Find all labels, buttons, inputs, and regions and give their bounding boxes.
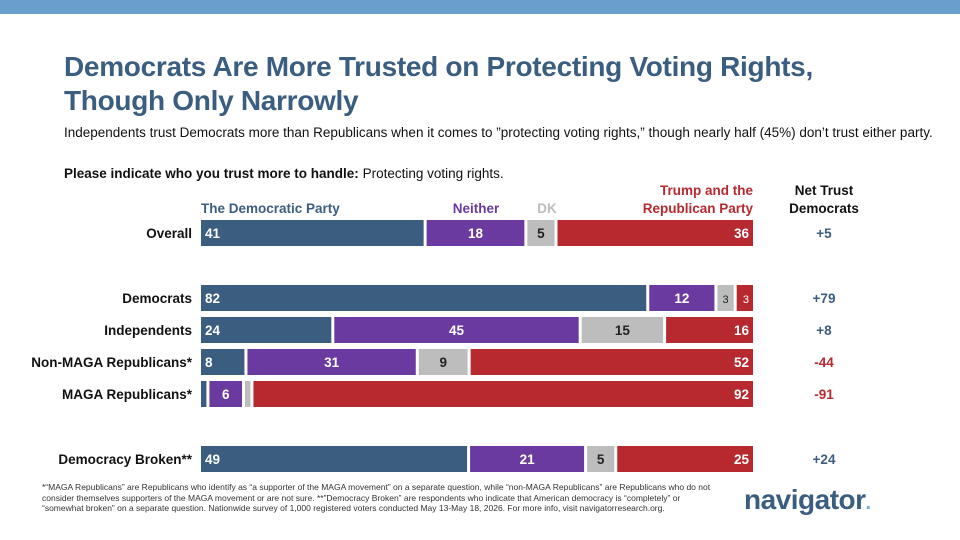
legend-neither: Neither bbox=[453, 201, 500, 216]
row-label-democrats: Democrats bbox=[122, 291, 192, 306]
data-label-maga-republicans-neither: 6 bbox=[222, 387, 230, 402]
logo-text: navigator bbox=[744, 484, 866, 515]
data-label-non-maga-republicans-neither: 31 bbox=[324, 355, 340, 370]
bar-independents-neither bbox=[334, 317, 579, 343]
bar-overall-neither bbox=[426, 220, 525, 246]
bar-maga-republicans-trump-and-the-republican-party bbox=[253, 381, 753, 407]
data-label-overall-neither: 18 bbox=[468, 226, 484, 241]
data-label-democrats-the-democratic-party: 82 bbox=[205, 291, 220, 306]
stacked-bar-chart: Overall 41 18 5 36 +5 Democrats 82 12 3 3 +79 Indepe… bbox=[31, 183, 859, 472]
net-trust-header-line-1: Net Trust bbox=[795, 183, 854, 198]
bar-democracy-broken-neither bbox=[470, 446, 585, 472]
top-accent-bar bbox=[0, 0, 960, 14]
data-label-democrats-trump-and-the-republican-party: 3 bbox=[743, 294, 749, 306]
bar-democracy-broken-dk bbox=[587, 446, 615, 472]
bar-overall-the-democratic-party bbox=[201, 220, 424, 246]
row-label-independents: Independents bbox=[104, 323, 192, 338]
data-label-democracy-broken-trump-and-the-republican-party: 25 bbox=[734, 452, 750, 467]
subtitle: Independents trust Democrats more than R… bbox=[64, 125, 933, 140]
bar-maga-republicans-neither bbox=[209, 381, 243, 407]
navigator-logo: navigator. bbox=[744, 484, 871, 516]
bar-maga-republicans-dk bbox=[245, 381, 251, 407]
footnote: *“MAGA Republicans” are Republicans who … bbox=[42, 482, 711, 514]
title-line-2: Though Only Narrowly bbox=[64, 85, 359, 116]
data-label-overall-trump-and-the-republican-party: 36 bbox=[734, 226, 750, 241]
row-label-democracy-broken: Democracy Broken** bbox=[58, 452, 192, 467]
bar-independents-the-democratic-party bbox=[201, 317, 332, 343]
net-trust-democracy-broken: +24 bbox=[813, 452, 836, 467]
bar-non-maga-republicans-trump-and-the-republican-party bbox=[470, 349, 753, 375]
data-label-non-maga-republicans-trump-and-the-republican-party: 52 bbox=[734, 355, 749, 370]
row-label-overall: Overall bbox=[146, 226, 192, 241]
net-trust-independents: +8 bbox=[816, 323, 832, 338]
legend-dk: DK bbox=[537, 201, 557, 216]
survey-question: Please indicate who you trust more to ha… bbox=[64, 166, 764, 181]
data-label-overall-dk: 5 bbox=[537, 226, 545, 241]
bar-non-maga-republicans-dk bbox=[418, 349, 468, 375]
page-title: Democrats Are More Trusted on Protecting… bbox=[64, 50, 904, 118]
data-label-non-maga-republicans-dk: 9 bbox=[439, 355, 447, 370]
legend-republican-line-1: Trump and the bbox=[660, 183, 753, 198]
bar-non-maga-republicans-the-democratic-party bbox=[201, 349, 245, 375]
question-topic: Protecting voting rights. bbox=[358, 166, 504, 181]
bar-maga-republicans-the-democratic-party bbox=[201, 381, 207, 407]
bar-overall-dk bbox=[527, 220, 555, 246]
bar-democrats-dk bbox=[717, 285, 734, 311]
data-label-non-maga-republicans-the-democratic-party: 8 bbox=[205, 355, 213, 370]
data-label-independents-the-democratic-party: 24 bbox=[205, 323, 221, 338]
data-label-independents-trump-and-the-republican-party: 16 bbox=[734, 323, 750, 338]
net-trust-democrats: +79 bbox=[813, 291, 836, 306]
bar-overall-trump-and-the-republican-party bbox=[557, 220, 753, 246]
bar-non-maga-republicans-neither bbox=[247, 349, 416, 375]
legend-democratic-party: The Democratic Party bbox=[201, 201, 340, 216]
title-line-1: Democrats Are More Trusted on Protecting… bbox=[64, 51, 813, 82]
row-label-non-maga-republicans: Non-MAGA Republicans* bbox=[31, 355, 193, 370]
net-trust-header-line-2: Democrats bbox=[789, 201, 859, 216]
net-trust-overall: +5 bbox=[816, 226, 832, 241]
data-label-democracy-broken-dk: 5 bbox=[597, 452, 605, 467]
net-trust-maga-republicans: -91 bbox=[814, 387, 834, 402]
legend-republican-line-2: Republican Party bbox=[643, 201, 754, 216]
data-label-independents-neither: 45 bbox=[449, 323, 465, 338]
net-trust-non-maga-republicans: -44 bbox=[814, 355, 834, 370]
bar-democrats-the-democratic-party bbox=[201, 285, 647, 311]
bar-democrats-neither bbox=[649, 285, 715, 311]
data-label-overall-the-democratic-party: 41 bbox=[205, 226, 221, 241]
row-label-maga-republicans: MAGA Republicans* bbox=[62, 387, 193, 402]
bar-democracy-broken-trump-and-the-republican-party bbox=[617, 446, 753, 472]
bar-independents-trump-and-the-republican-party bbox=[666, 317, 753, 343]
logo-dot: . bbox=[865, 492, 872, 514]
bar-independents-dk bbox=[581, 317, 664, 343]
data-label-democracy-broken-neither: 21 bbox=[520, 452, 536, 467]
data-label-democrats-neither: 12 bbox=[674, 291, 689, 306]
question-prompt: Please indicate who you trust more to ha… bbox=[64, 166, 359, 181]
data-label-democracy-broken-the-democratic-party: 49 bbox=[205, 452, 220, 467]
data-label-independents-dk: 15 bbox=[615, 323, 631, 338]
bar-democracy-broken-the-democratic-party bbox=[201, 446, 468, 472]
data-label-democrats-dk: 3 bbox=[723, 294, 729, 306]
bar-democrats-trump-and-the-republican-party bbox=[736, 285, 753, 311]
data-label-maga-republicans-trump-and-the-republican-party: 92 bbox=[734, 387, 749, 402]
